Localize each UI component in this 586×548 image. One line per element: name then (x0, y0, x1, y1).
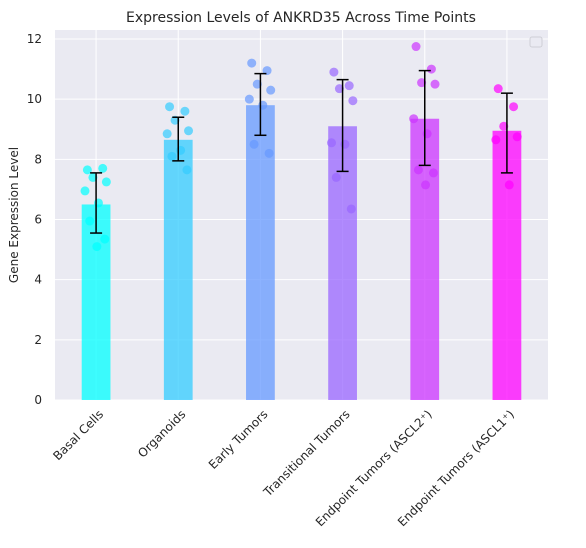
data-point (176, 145, 186, 155)
data-point (329, 67, 339, 77)
y-tick-label: 2 (34, 333, 42, 347)
data-point (411, 42, 421, 52)
data-point (244, 94, 254, 104)
data-point (413, 165, 423, 175)
x-tick-label: Organoids (135, 407, 188, 460)
data-point (249, 139, 259, 149)
data-point (426, 64, 436, 74)
data-point (93, 198, 103, 208)
bars (81, 105, 522, 401)
data-point (100, 234, 110, 244)
data-point (162, 129, 172, 139)
x-axis-ticks: Basal Cells Organoids Early TumorsTransiti… (50, 407, 517, 529)
data-point (499, 121, 509, 131)
data-point (266, 85, 276, 95)
data-point (348, 96, 358, 106)
data-point (331, 172, 341, 182)
y-tick-label: 4 (34, 273, 42, 287)
data-point (422, 129, 432, 139)
data-point (101, 177, 111, 187)
y-axis-ticks: 0 2 4 6 8 10 12 (27, 32, 42, 407)
bar (492, 130, 522, 401)
error-bars (90, 69, 513, 234)
data-point (180, 106, 190, 116)
data-point (504, 180, 514, 190)
data-point (430, 79, 440, 89)
data-point (346, 204, 356, 214)
x-tick-label: Transitional Tumors (260, 407, 353, 500)
data-point (327, 138, 337, 148)
y-tick-label: 8 (34, 152, 42, 166)
y-axis-label: Gene Expression Level (7, 147, 21, 283)
data-point (82, 165, 92, 175)
data-point (340, 139, 350, 149)
data-point (417, 78, 427, 88)
data-point (92, 242, 102, 252)
data-point (264, 148, 274, 158)
data-point (252, 79, 262, 89)
data-point (491, 135, 501, 145)
data-point (165, 102, 175, 112)
data-point (344, 81, 354, 91)
data-point (428, 168, 438, 178)
y-tick-label: 0 (34, 393, 42, 407)
plot-background (55, 30, 548, 400)
data-point (247, 58, 257, 68)
bar (163, 139, 193, 400)
x-tick-label: Basal Cells (50, 407, 106, 463)
chart-title: Expression Levels of ANKRD35 Across Time… (126, 10, 476, 26)
y-tick-label: 12 (27, 32, 42, 46)
data-point (182, 165, 192, 175)
data-point (170, 115, 180, 125)
y-tick-label: 10 (27, 92, 42, 106)
data-point (409, 114, 419, 124)
data-point (98, 163, 108, 173)
legend-box (529, 36, 543, 48)
x-tick-label: Early Tumors (206, 407, 271, 472)
data-point (421, 180, 431, 190)
y-tick-label: 6 (34, 213, 42, 227)
data-point (184, 126, 194, 136)
data-point (262, 66, 272, 76)
data-point (493, 84, 503, 94)
data-point (85, 216, 95, 226)
data-point (80, 186, 90, 196)
data-point (334, 84, 344, 94)
data-point (258, 100, 268, 110)
data-point (512, 132, 522, 142)
bar (81, 204, 111, 400)
data-point (509, 102, 519, 112)
data-point (167, 151, 177, 161)
data-point (88, 172, 98, 182)
